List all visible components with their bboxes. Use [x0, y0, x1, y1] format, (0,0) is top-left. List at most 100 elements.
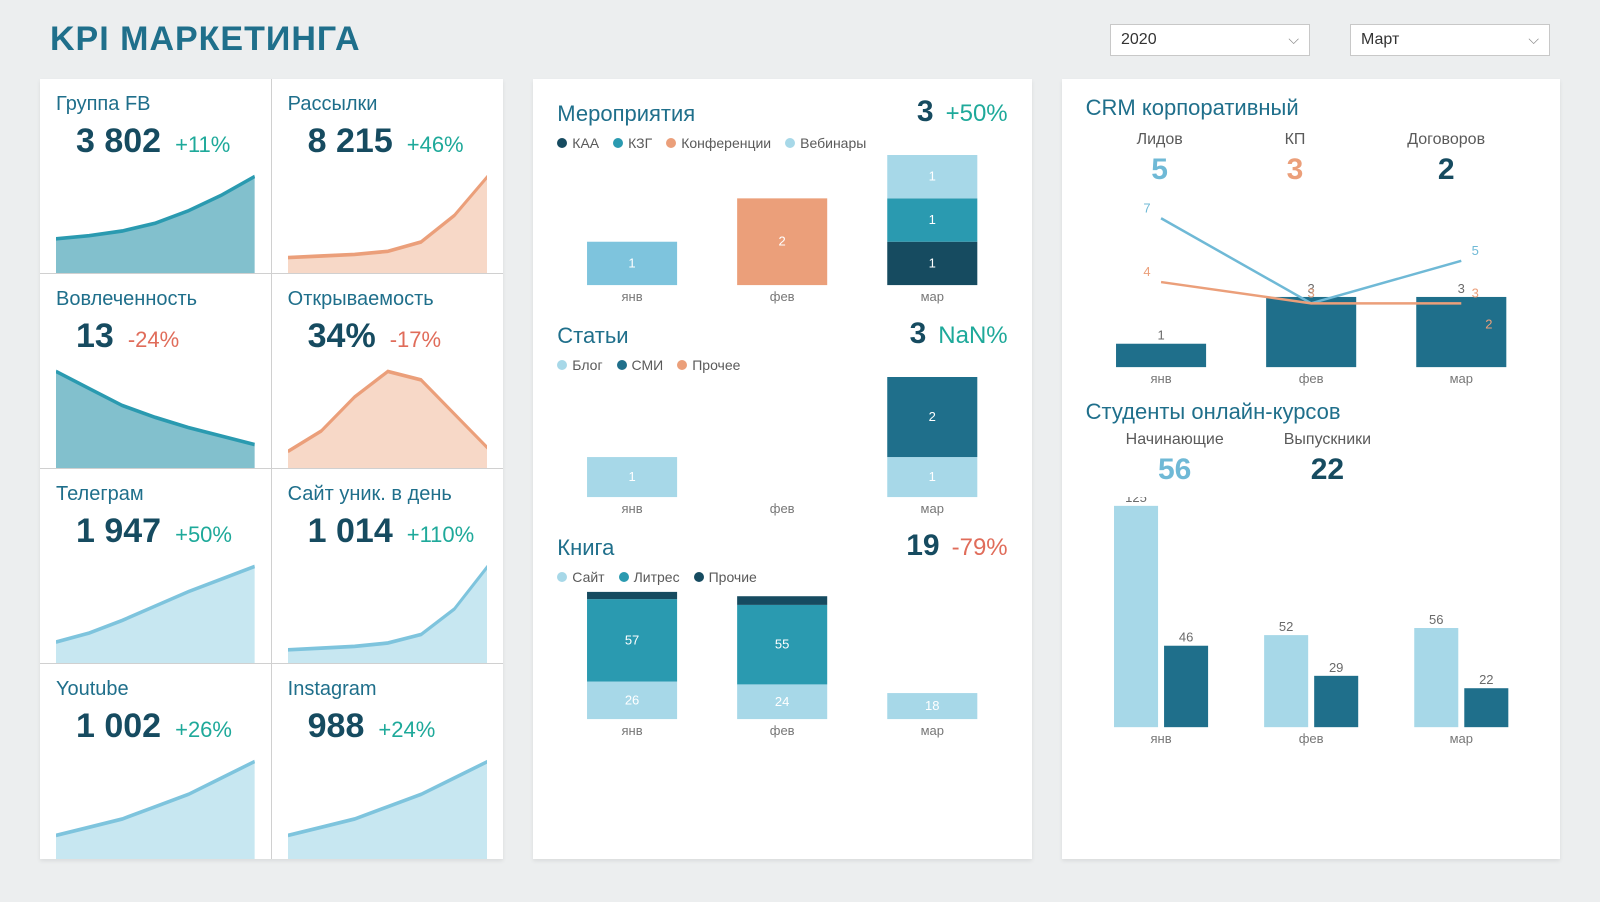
sparkline-chart	[56, 169, 255, 273]
events-section: Мероприятия 3 +50% КАА КЗГ Конференции В…	[557, 95, 1007, 307]
svg-text:1: 1	[929, 169, 936, 184]
svg-text:мар: мар	[1449, 371, 1472, 386]
legend-dot	[677, 360, 687, 370]
svg-text:24: 24	[775, 694, 789, 709]
year-value: 2020	[1121, 31, 1157, 49]
section-title: Книга	[557, 535, 614, 561]
svg-text:5: 5	[1471, 243, 1478, 258]
kpi-cell: Youtube 1 002 +26%	[40, 664, 272, 859]
kpi-cell: Рассылки 8 215 +46%	[272, 79, 504, 274]
legend-label: Прочее	[692, 357, 740, 373]
legend-label: СМИ	[632, 357, 664, 373]
svg-text:янв: янв	[1150, 731, 1171, 746]
legend-dot	[557, 360, 567, 370]
kpi-panel: Группа FB 3 802 +11% Рассылки 8 215 +46%…	[40, 79, 503, 859]
section-delta: +50%	[946, 100, 1008, 128]
year-dropdown[interactable]: 2020 ⌵	[1110, 24, 1310, 56]
svg-text:фев: фев	[770, 289, 795, 304]
legend-label: Сайт	[572, 569, 604, 585]
month-dropdown[interactable]: Март ⌵	[1350, 24, 1550, 56]
svg-text:янв: янв	[622, 501, 643, 516]
kpi-title: Вовлеченность	[56, 288, 255, 311]
section-delta: NaN%	[938, 322, 1007, 350]
kpi-cell: Instagram 988 +24%	[272, 664, 504, 859]
legend-label: КЗГ	[628, 135, 652, 151]
svg-text:мар: мар	[921, 723, 944, 738]
kpi-delta: +24%	[378, 717, 435, 743]
svg-text:29: 29	[1329, 660, 1343, 675]
kpi-value: 34%	[308, 317, 376, 356]
svg-text:52: 52	[1279, 619, 1293, 634]
legend-label: Прочие	[709, 569, 757, 585]
legend-label: Литрес	[634, 569, 680, 585]
legend-dot	[666, 138, 676, 148]
legend-dot	[785, 138, 795, 148]
section-value: 19	[906, 529, 939, 563]
svg-text:125: 125	[1125, 497, 1147, 505]
kpi-value: 1 002	[76, 707, 161, 746]
svg-text:3: 3	[1471, 285, 1478, 300]
crm-value: 5	[1137, 153, 1183, 187]
svg-text:2: 2	[1485, 317, 1492, 332]
kpi-delta: -24%	[128, 327, 179, 353]
legend-dot	[619, 572, 629, 582]
svg-text:7: 7	[1143, 200, 1150, 215]
students-metric: Выпускники 22	[1284, 431, 1371, 487]
kpi-value: 1 014	[308, 512, 393, 551]
stacked-bar-chart: 2657245518янвфевмар	[557, 589, 1007, 741]
chevron-down-icon: ⌵	[1528, 31, 1539, 48]
svg-text:янв: янв	[622, 723, 643, 738]
students-section: Студенты онлайн-курсов Начинающие 56 Вып…	[1086, 399, 1536, 749]
sparkline-chart	[288, 559, 488, 663]
legend: КАА КЗГ Конференции Вебинары	[557, 135, 1007, 151]
svg-text:57: 57	[625, 633, 639, 648]
stacked-bar-chart: 112янвфевмар	[557, 377, 1007, 519]
legend-item: Прочее	[677, 357, 740, 373]
legend-item: Прочие	[694, 569, 757, 585]
legend-label: Конференции	[681, 135, 771, 151]
svg-text:фев: фев	[770, 501, 795, 516]
svg-text:янв: янв	[622, 289, 643, 304]
kpi-value: 13	[76, 317, 114, 356]
svg-text:2: 2	[779, 234, 786, 249]
students-value: 22	[1284, 453, 1371, 487]
kpi-cell: Открываемость 34% -17%	[272, 274, 504, 469]
section-title: Мероприятия	[557, 101, 695, 127]
kpi-title: Открываемость	[288, 288, 488, 311]
legend-item: Вебинары	[785, 135, 866, 151]
legend-dot	[617, 360, 627, 370]
svg-text:1: 1	[929, 255, 936, 270]
legend-item: СМИ	[617, 357, 664, 373]
kpi-cell: Группа FB 3 802 +11%	[40, 79, 272, 274]
legend-label: КАА	[572, 135, 599, 151]
svg-text:55: 55	[775, 637, 789, 652]
legend: Блог СМИ Прочее	[557, 357, 1007, 373]
crm-value: 2	[1407, 153, 1485, 187]
svg-text:мар: мар	[921, 289, 944, 304]
svg-text:46: 46	[1178, 630, 1192, 645]
kpi-title: Youtube	[56, 678, 255, 701]
legend-dot	[557, 572, 567, 582]
legend-item: КЗГ	[613, 135, 652, 151]
crm-label: Договоров	[1407, 131, 1485, 149]
section-delta: -79%	[952, 534, 1008, 562]
kpi-cell: Сайт уник. в день 1 014 +110%	[272, 469, 504, 664]
section-title: Студенты онлайн-курсов	[1086, 399, 1536, 425]
students-label: Выпускники	[1284, 431, 1371, 449]
legend-dot	[557, 138, 567, 148]
book-section: Книга 19 -79% Сайт Литрес Прочие 2657245…	[557, 529, 1007, 741]
kpi-delta: +26%	[175, 717, 232, 743]
svg-text:3: 3	[1307, 285, 1314, 300]
sparkline-chart	[56, 559, 255, 663]
kpi-delta: +46%	[407, 132, 464, 158]
kpi-delta: +110%	[407, 522, 474, 548]
legend-item: Конференции	[666, 135, 771, 151]
kpi-delta: -17%	[390, 327, 441, 353]
svg-text:фев: фев	[770, 723, 795, 738]
legend-item: КАА	[557, 135, 599, 151]
legend-dot	[694, 572, 704, 582]
sparkline-chart	[288, 169, 488, 273]
sparkline-chart	[56, 364, 255, 468]
kpi-title: Рассылки	[288, 93, 488, 116]
crm-metric: КП 3	[1285, 131, 1306, 187]
